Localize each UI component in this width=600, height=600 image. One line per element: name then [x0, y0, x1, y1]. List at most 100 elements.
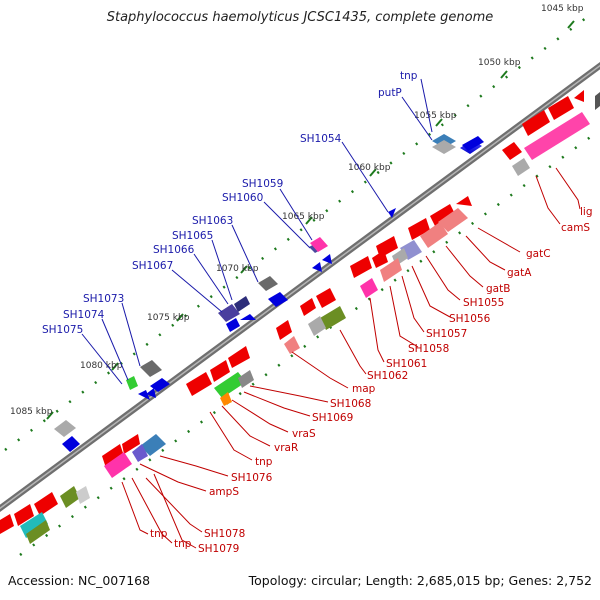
gene-reverse[interactable]	[220, 392, 232, 406]
gene-label[interactable]: SH1059	[242, 178, 283, 190]
gene-reverse[interactable]	[502, 142, 522, 160]
gene-label[interactable]: SH1057	[426, 328, 467, 340]
gene-label[interactable]: tnp	[400, 70, 418, 82]
gene-forward[interactable]	[268, 292, 288, 307]
gene-label[interactable]: tnp	[174, 538, 192, 550]
gene-label[interactable]: SH1063	[192, 215, 233, 227]
gene-label[interactable]: SH1074	[63, 309, 105, 321]
gene-forward[interactable]	[312, 262, 322, 272]
gene-label[interactable]: vraR	[274, 442, 298, 454]
gene-forward[interactable]	[126, 376, 138, 390]
forward-strand-genes	[54, 92, 600, 452]
gene-forward[interactable]	[138, 390, 150, 400]
gene-label[interactable]: SH1060	[222, 192, 263, 204]
outer-tick-track	[4, 13, 591, 452]
gene-forward[interactable]	[146, 388, 156, 398]
gene-reverse[interactable]	[522, 110, 550, 136]
gene-reverse[interactable]	[360, 278, 378, 298]
gene-reverse[interactable]	[316, 288, 336, 308]
gene-reverse[interactable]	[34, 492, 58, 516]
gene-reverse[interactable]	[132, 444, 148, 462]
gene-label[interactable]: map	[352, 383, 376, 395]
gene-label[interactable]: ampS	[209, 486, 239, 498]
gene-reverse[interactable]	[238, 370, 254, 388]
gene-reverse[interactable]	[14, 504, 34, 526]
gene-reverse[interactable]	[102, 444, 124, 468]
genome-backbone-highlight	[0, 64, 600, 510]
gene-reverse[interactable]	[140, 434, 166, 456]
gene-forward[interactable]	[140, 360, 162, 377]
gene-forward[interactable]	[595, 92, 600, 110]
gene-forward[interactable]	[462, 136, 484, 151]
gene-forward[interactable]	[218, 304, 240, 322]
gene-label[interactable]: SH1073	[83, 293, 124, 305]
gene-reverse[interactable]	[408, 218, 430, 240]
gene-reverse[interactable]	[20, 512, 48, 538]
gene-label[interactable]: gatA	[507, 267, 532, 279]
gene-forward[interactable]	[150, 378, 170, 392]
gene-forward[interactable]	[432, 140, 456, 154]
gene-reverse[interactable]	[372, 250, 388, 268]
gene-reverse[interactable]	[0, 514, 14, 534]
gene-label[interactable]: SH1066	[153, 244, 195, 256]
gene-reverse[interactable]	[438, 208, 468, 232]
gene-reverse[interactable]	[524, 112, 590, 160]
gene-forward[interactable]	[258, 276, 278, 291]
gene-reverse[interactable]	[380, 258, 402, 282]
gene-label[interactable]: SH1062	[367, 370, 408, 382]
gene-reverse[interactable]	[284, 336, 300, 354]
gene-label[interactable]: gatB	[486, 283, 510, 295]
gene-label[interactable]: SH1067	[132, 260, 173, 272]
gene-reverse[interactable]	[60, 486, 80, 508]
gene-label[interactable]: SH1068	[330, 398, 371, 410]
gene-reverse[interactable]	[548, 96, 574, 120]
gene-reverse[interactable]	[214, 372, 246, 398]
gene-label[interactable]: SH1065	[172, 230, 213, 242]
gene-label[interactable]: SH1075	[42, 324, 83, 336]
gene-forward[interactable]	[388, 208, 396, 218]
gene-label[interactable]: SH1079	[198, 543, 239, 555]
gene-reverse[interactable]	[122, 434, 140, 454]
gene-label[interactable]: gatC	[526, 248, 551, 260]
gene-label[interactable]: vraS	[292, 428, 316, 440]
gene-reverse[interactable]	[210, 360, 230, 382]
scale-label: 1065 kbp	[282, 212, 325, 222]
gene-forward[interactable]	[234, 296, 250, 312]
gene-reverse[interactable]	[76, 486, 90, 504]
gene-reverse[interactable]	[104, 452, 132, 478]
gene-reverse[interactable]	[276, 320, 292, 340]
gene-forward[interactable]	[240, 314, 256, 320]
gene-label[interactable]: tnp	[255, 456, 273, 468]
gene-reverse[interactable]	[320, 306, 346, 330]
gene-label[interactable]: SH1058	[408, 343, 449, 355]
gene-forward[interactable]	[226, 318, 240, 332]
gene-reverse[interactable]	[456, 196, 472, 206]
gene-label[interactable]: SH1061	[386, 358, 427, 370]
gene-label[interactable]: SH1055	[463, 297, 504, 309]
gene-label[interactable]: SH1078	[204, 528, 245, 540]
gene-label[interactable]: SH1056	[449, 313, 491, 325]
gene-forward[interactable]	[310, 237, 328, 252]
gene-label[interactable]: lig	[580, 206, 593, 218]
gene-label[interactable]: SH1054	[300, 133, 342, 145]
gene-reverse[interactable]	[512, 158, 530, 176]
gene-reverse[interactable]	[300, 298, 316, 316]
gene-label[interactable]: SH1076	[231, 472, 273, 484]
gene-reverse[interactable]	[350, 256, 372, 278]
gene-label[interactable]: tnp	[150, 528, 168, 540]
gene-reverse[interactable]	[420, 222, 448, 248]
gene-reverse[interactable]	[308, 316, 326, 336]
gene-label[interactable]: camS	[561, 222, 590, 234]
gene-reverse[interactable]	[186, 372, 212, 396]
gene-forward[interactable]	[322, 254, 332, 264]
gene-reverse[interactable]	[26, 520, 50, 544]
gene-reverse[interactable]	[430, 204, 456, 228]
gene-forward[interactable]	[54, 420, 76, 437]
gene-reverse[interactable]	[574, 90, 584, 102]
gene-reverse[interactable]	[228, 346, 250, 368]
gene-forward[interactable]	[62, 436, 80, 452]
gene-label[interactable]: SH1069	[312, 412, 353, 424]
outer-gene-labels: tnp putP SH1054 SH1059 SH1060 SH1063 SH1…	[42, 70, 418, 336]
gene-label[interactable]: putP	[378, 87, 402, 99]
